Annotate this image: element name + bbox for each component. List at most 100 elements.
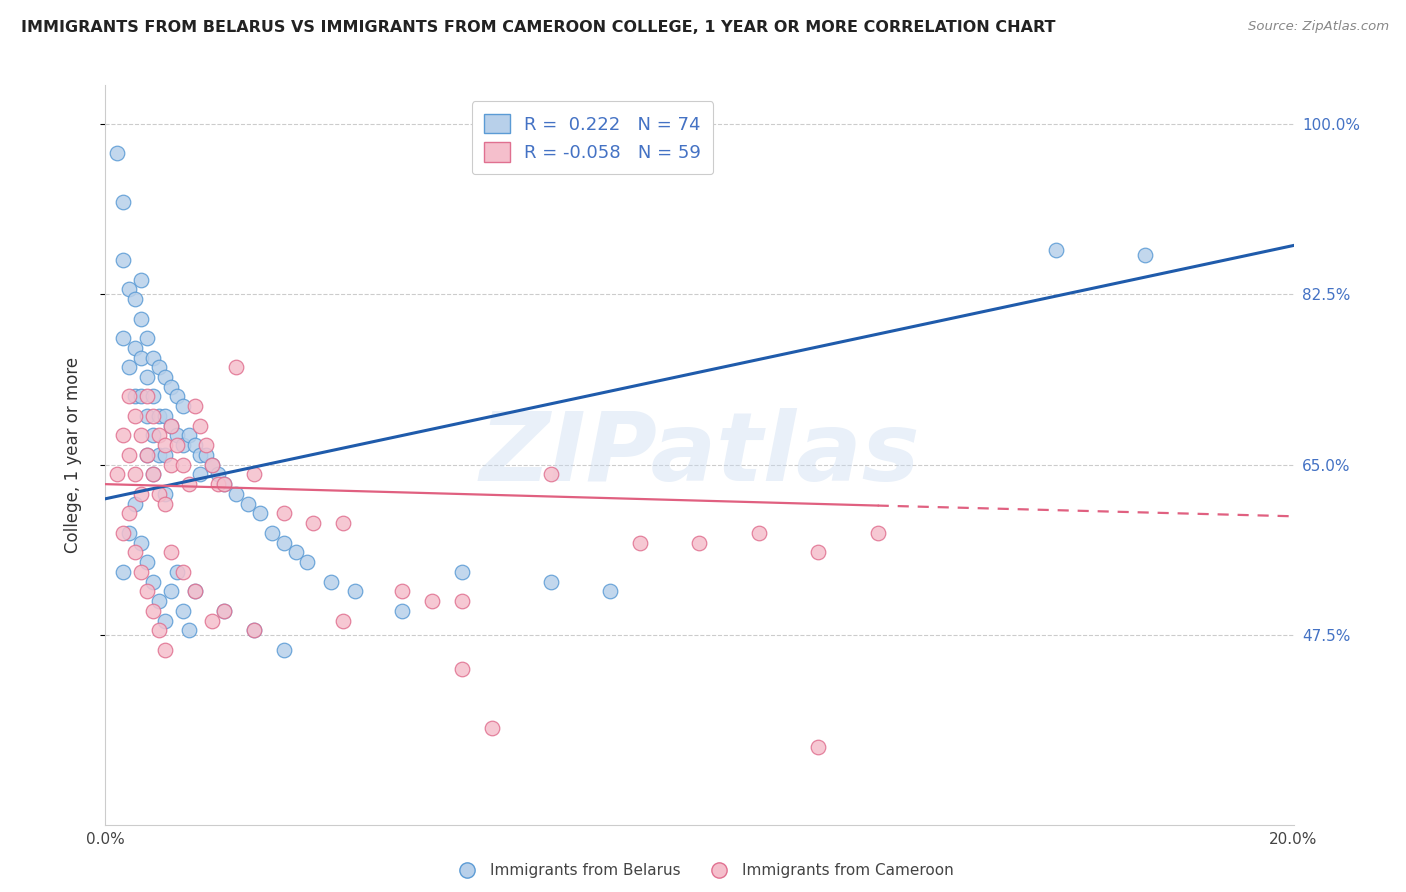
Point <box>153 487 176 501</box>
Point <box>243 467 266 482</box>
Point <box>273 507 295 521</box>
Point <box>195 438 218 452</box>
Point <box>177 428 200 442</box>
Point <box>172 458 194 472</box>
Point <box>183 438 205 452</box>
Point <box>159 418 181 433</box>
Point <box>159 458 181 472</box>
Point <box>214 477 236 491</box>
Point <box>243 624 266 638</box>
Point <box>628 535 651 549</box>
Point <box>118 360 141 375</box>
Point <box>866 525 889 540</box>
Point <box>112 428 135 442</box>
Point <box>148 594 170 608</box>
Point <box>142 467 165 482</box>
Point <box>129 272 152 286</box>
Point <box>153 409 176 423</box>
Point <box>391 604 413 618</box>
Point <box>142 467 165 482</box>
Point <box>136 389 159 403</box>
Point <box>214 477 236 491</box>
Text: IMMIGRANTS FROM BELARUS VS IMMIGRANTS FROM CAMEROON COLLEGE, 1 YEAR OR MORE CORR: IMMIGRANTS FROM BELARUS VS IMMIGRANTS FR… <box>21 20 1056 35</box>
Point <box>450 594 472 608</box>
Point <box>172 399 194 413</box>
Point <box>450 565 472 579</box>
Point <box>214 604 236 618</box>
Point <box>136 555 159 569</box>
Point <box>201 458 224 472</box>
Point <box>225 360 247 375</box>
Point <box>105 467 128 482</box>
Point <box>124 341 146 355</box>
Point <box>129 535 152 549</box>
Point <box>129 487 152 501</box>
Point <box>748 525 770 540</box>
Point <box>190 467 212 482</box>
Point <box>118 282 141 296</box>
Point <box>142 574 165 589</box>
Point <box>124 292 146 306</box>
Point <box>148 624 170 638</box>
Point <box>159 545 181 559</box>
Point <box>201 614 224 628</box>
Point <box>153 642 176 657</box>
Point <box>225 487 247 501</box>
Point <box>183 399 205 413</box>
Point <box>112 525 135 540</box>
Point <box>142 351 165 365</box>
Point <box>599 584 621 599</box>
Point <box>159 418 181 433</box>
Point <box>124 409 146 423</box>
Point <box>148 487 170 501</box>
Point <box>284 545 307 559</box>
Text: Source: ZipAtlas.com: Source: ZipAtlas.com <box>1249 20 1389 33</box>
Y-axis label: College, 1 year or more: College, 1 year or more <box>63 357 82 553</box>
Point <box>129 565 152 579</box>
Point <box>249 507 271 521</box>
Point <box>166 428 188 442</box>
Point <box>243 624 266 638</box>
Point <box>159 380 181 394</box>
Point <box>172 565 194 579</box>
Point <box>540 574 562 589</box>
Point <box>105 145 128 160</box>
Point <box>129 428 152 442</box>
Legend: R =  0.222   N = 74, R = -0.058   N = 59: R = 0.222 N = 74, R = -0.058 N = 59 <box>471 101 713 174</box>
Point <box>177 624 200 638</box>
Point <box>391 584 413 599</box>
Point <box>190 448 212 462</box>
Point <box>136 448 159 462</box>
Point <box>260 525 283 540</box>
Point <box>136 409 159 423</box>
Point <box>136 448 159 462</box>
Point <box>124 497 146 511</box>
Point <box>136 370 159 384</box>
Point <box>332 516 354 530</box>
Point <box>136 584 159 599</box>
Point <box>201 458 224 472</box>
Point <box>183 584 205 599</box>
Point <box>172 604 194 618</box>
Point <box>450 662 472 676</box>
Point <box>236 497 259 511</box>
Point <box>166 389 188 403</box>
Legend: Immigrants from Belarus, Immigrants from Cameroon: Immigrants from Belarus, Immigrants from… <box>446 857 960 884</box>
Point <box>540 467 562 482</box>
Point <box>118 448 141 462</box>
Point <box>183 584 205 599</box>
Point <box>273 642 295 657</box>
Point <box>172 438 194 452</box>
Point <box>153 448 176 462</box>
Point <box>807 545 830 559</box>
Point <box>177 477 200 491</box>
Point <box>112 331 135 345</box>
Point <box>321 574 343 589</box>
Point <box>297 555 319 569</box>
Point <box>302 516 325 530</box>
Point <box>142 389 165 403</box>
Point <box>124 389 146 403</box>
Point <box>118 525 141 540</box>
Point <box>153 614 176 628</box>
Point <box>148 360 170 375</box>
